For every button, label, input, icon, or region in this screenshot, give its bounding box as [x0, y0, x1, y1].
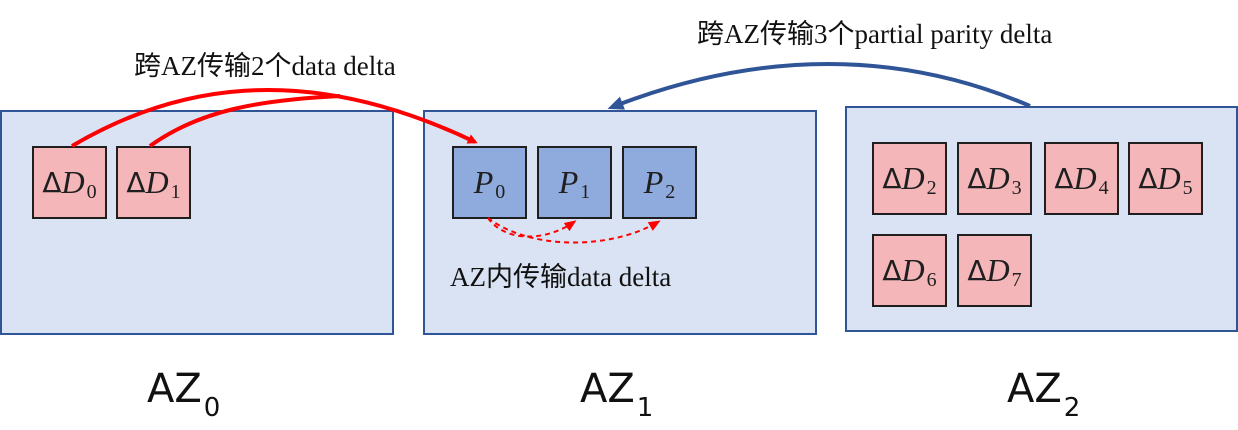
az1-label: AZ1 [580, 366, 653, 423]
data-var: D [1073, 160, 1097, 196]
data-var: D [901, 252, 925, 288]
delta-symbol: Δ [967, 162, 987, 195]
delta-symbol: Δ [126, 166, 146, 199]
cell-subscript: 2 [926, 177, 937, 199]
cross-az-red-arrow [148, 94, 341, 148]
az-subscript: 2 [1063, 393, 1081, 423]
cell-subscript: 3 [1011, 177, 1022, 199]
cross-az-parity-label: 跨AZ传输3个partial parity delta [697, 19, 1053, 49]
delta-symbol: Δ [882, 162, 902, 195]
parity-var: P [473, 164, 494, 200]
delta-symbol: Δ [1138, 162, 1158, 195]
cell-subscript: 0 [495, 181, 506, 203]
cell-subscript: 6 [926, 269, 937, 291]
delta-symbol: Δ [882, 254, 902, 287]
parity-var: P [643, 164, 664, 200]
delta-symbol: Δ [42, 166, 62, 199]
cell-subscript: 2 [665, 181, 676, 203]
cell-subscript: 4 [1098, 177, 1109, 199]
cross-az-red-arrow [70, 88, 478, 148]
intra-az-dashed-arrow [487, 217, 661, 244]
cell-subscript: 5 [1182, 177, 1193, 199]
delta-symbol: Δ [967, 254, 987, 287]
cell-subscript: 7 [1011, 269, 1022, 291]
az-name: AZ [1007, 366, 1062, 412]
az-name: AZ [580, 366, 635, 412]
intra-az-dashed-arrow [487, 217, 577, 238]
az0-label: AZ0 [147, 366, 220, 423]
data-var: D [901, 160, 925, 196]
cross-az-blue-arrow [607, 62, 1031, 110]
cell-subscript: 1 [580, 181, 591, 203]
az-subscript: 0 [203, 393, 221, 423]
data-var: D [986, 160, 1010, 196]
cell-subscript: 0 [86, 181, 97, 203]
az-name: AZ [147, 366, 202, 412]
data-var: D [61, 164, 85, 200]
parity-var: P [558, 164, 579, 200]
cell-subscript: 1 [170, 181, 181, 203]
az-subscript: 1 [636, 393, 654, 423]
data-var: D [145, 164, 169, 200]
az2-label: AZ2 [1007, 366, 1080, 423]
data-var: D [986, 252, 1010, 288]
cross-az-data-label: 跨AZ传输2个data delta [134, 51, 396, 81]
delta-symbol: Δ [1054, 162, 1074, 195]
data-var: D [1157, 160, 1181, 196]
intra-az-data-label: AZ内传输data delta [450, 262, 672, 292]
